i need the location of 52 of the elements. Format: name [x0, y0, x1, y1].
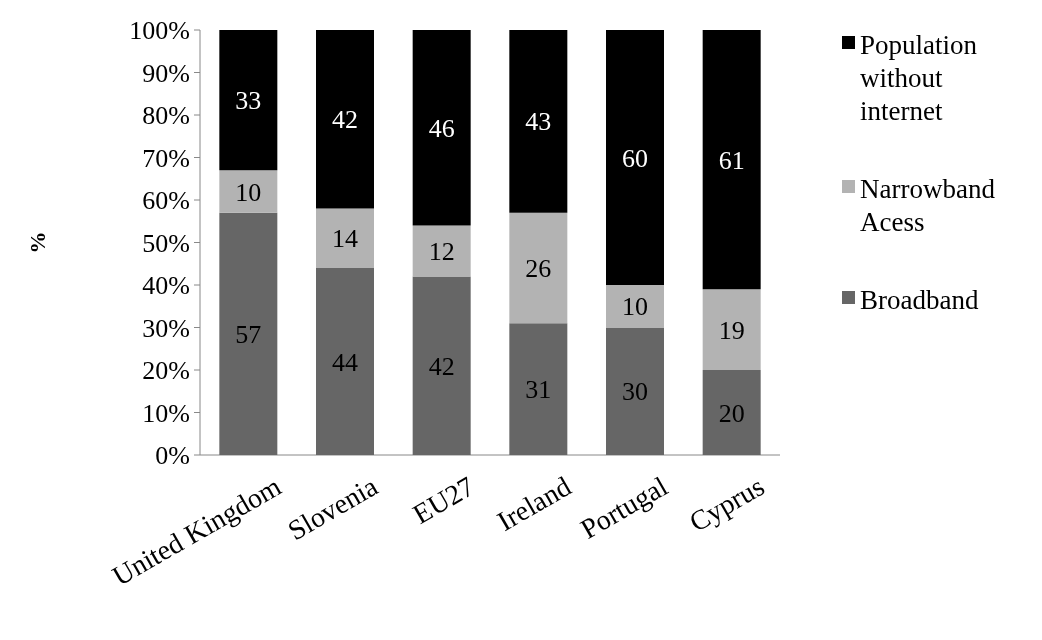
- bar: [606, 285, 664, 328]
- bar: [509, 30, 568, 213]
- data-label: 46: [428, 113, 455, 143]
- bar: [412, 225, 471, 277]
- bar: [412, 276, 471, 455]
- y-tick-label: 90%: [142, 58, 190, 88]
- y-tick-label: 80%: [142, 101, 190, 131]
- bar: [702, 370, 761, 455]
- bar: [316, 268, 374, 455]
- bar: [219, 212, 278, 455]
- bar: [219, 170, 278, 213]
- bar: [316, 30, 374, 209]
- y-tick-label: 20%: [142, 356, 190, 386]
- bar: [219, 30, 278, 171]
- legend-label: Narrowband Acess: [860, 174, 996, 238]
- y-tick-label: 50%: [142, 228, 190, 258]
- data-label: 30: [622, 377, 648, 407]
- bar: [412, 30, 471, 226]
- bar: [702, 289, 761, 370]
- data-label: 12: [428, 237, 455, 267]
- data-label: 42: [332, 105, 358, 135]
- data-label: 31: [525, 375, 552, 405]
- data-label: 60: [622, 143, 648, 173]
- y-tick-label: 70%: [142, 143, 190, 173]
- data-label: 42: [428, 351, 455, 381]
- data-label: 26: [525, 254, 552, 284]
- legend-label: Broadband: [860, 285, 979, 316]
- data-label: 33: [235, 86, 262, 116]
- legend-label: Population without internet: [860, 30, 978, 127]
- y-tick-label: 0%: [155, 441, 190, 471]
- bar: [509, 212, 568, 324]
- data-label: 44: [332, 347, 358, 377]
- x-tick-label: Cyprus: [683, 470, 770, 538]
- y-tick-label: 40%: [142, 271, 190, 301]
- bar: [509, 323, 568, 455]
- y-tick-label: 60%: [142, 186, 190, 216]
- data-label: 61: [718, 145, 745, 175]
- bar: [606, 30, 664, 285]
- data-label: 57: [235, 319, 262, 349]
- data-label: 10: [622, 292, 648, 322]
- y-tick-label: 100%: [129, 16, 190, 46]
- data-label: 10: [235, 177, 262, 207]
- data-label: 14: [332, 224, 358, 254]
- y-axis-title: %: [25, 231, 50, 254]
- data-label: 20: [718, 398, 745, 428]
- y-tick-label: 10%: [142, 398, 190, 428]
- bar: [316, 208, 374, 268]
- bar: [606, 327, 664, 455]
- data-label: 19: [718, 315, 745, 345]
- data-label: 43: [525, 107, 552, 137]
- bar: [702, 30, 761, 290]
- y-tick-label: 30%: [142, 313, 190, 343]
